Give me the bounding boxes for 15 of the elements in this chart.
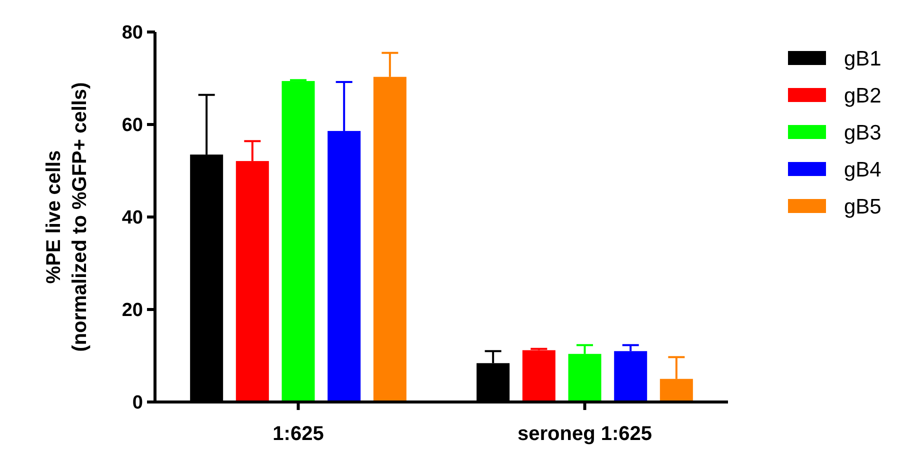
legend-label: gB5 xyxy=(844,195,882,218)
legend-label: gB4 xyxy=(844,158,882,182)
legend-label: gB3 xyxy=(844,121,882,144)
y-tick-label: 60 xyxy=(122,115,143,136)
y-axis-title: %PE live cells (normalized to %GFP+ cells) xyxy=(43,82,91,352)
bar xyxy=(522,350,556,402)
bar xyxy=(282,81,315,402)
y-tick-label: 20 xyxy=(122,300,143,322)
y-tick-label: 80 xyxy=(122,22,143,44)
x-tick-label: seroneg 1:625 xyxy=(517,423,652,445)
y-tick-label: 0 xyxy=(132,392,143,414)
legend-label: gB1 xyxy=(844,47,882,70)
y-tick-label: 40 xyxy=(122,208,143,229)
x-tick-label: 1:625 xyxy=(272,423,324,445)
legend-label: gB2 xyxy=(844,84,882,108)
